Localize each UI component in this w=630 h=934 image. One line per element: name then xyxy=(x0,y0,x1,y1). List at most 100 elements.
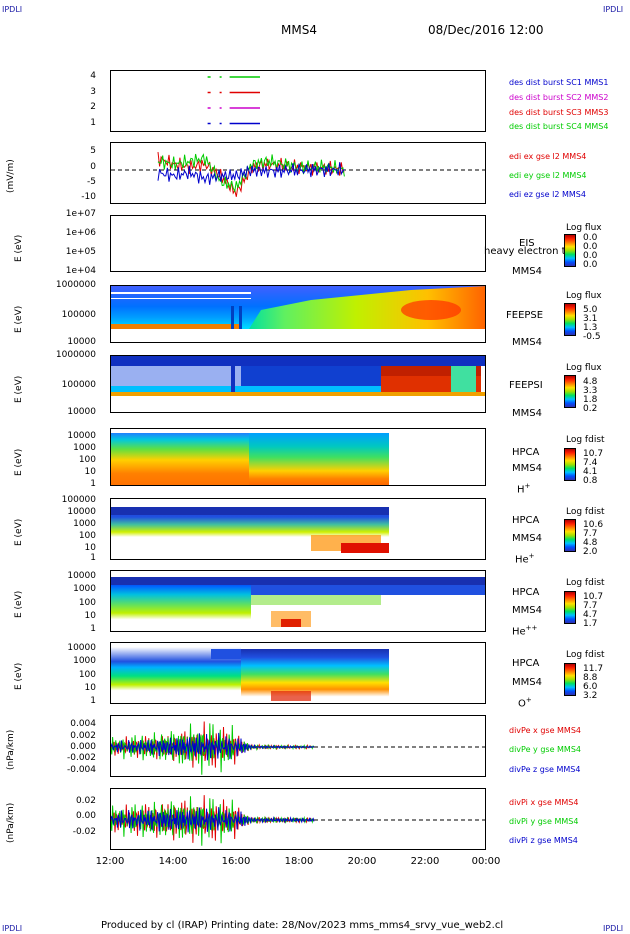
hpca-o-cb-val: 6.0 xyxy=(583,682,598,692)
divpe-ytick: 0.002 xyxy=(70,731,96,741)
divpi-legend-y: divPi y gse MMS4 xyxy=(509,817,579,826)
species-charge: + xyxy=(525,696,532,704)
burst-ytick: 3 xyxy=(90,87,96,97)
hpca-he-colorbar xyxy=(564,519,576,552)
hpca-h-colorbar xyxy=(564,448,576,481)
hpca-o-cb-val: 3.2 xyxy=(583,691,598,701)
efield-series-line xyxy=(157,162,345,185)
feepse-panel xyxy=(110,285,486,343)
hpca-h-ytick: 100 xyxy=(78,455,96,465)
hpca-h-ylabel: E (eV) xyxy=(14,448,24,476)
feepsi-cb-val: 1.8 xyxy=(583,395,598,405)
hpca-o-cb-val: 8.8 xyxy=(583,673,598,683)
hpca-o-spacecraft: MMS4 xyxy=(512,677,542,688)
hpca-h-ytick: 1 xyxy=(90,479,96,489)
divpi-ytick: -0.02 xyxy=(72,827,96,837)
hpca-he-cb-val: 7.7 xyxy=(583,529,598,539)
eis-cb-val: 0.0 xyxy=(583,242,598,252)
hpca-hepp-ytick: 100 xyxy=(78,598,96,608)
feepsi-cb-val: 3.3 xyxy=(583,386,598,396)
hpca-h-ytick: 10000 xyxy=(67,431,96,441)
eis-ytick: 1e+05 xyxy=(65,247,96,257)
divpe-legend-y: divPe y gse MMS4 xyxy=(509,745,581,754)
divpi-series-line xyxy=(111,795,315,843)
hpca-hepp-cb-title: Log fdist xyxy=(566,578,605,588)
hpca-o-ytick: 100 xyxy=(78,670,96,680)
feepse-spacecraft: MMS4 xyxy=(512,337,542,348)
feepse-cb-val: 3.1 xyxy=(583,314,598,324)
hpca-he-panel xyxy=(110,498,486,560)
feepse-ytick: 100000 xyxy=(61,310,96,320)
hpca-he-ytick: 1000 xyxy=(73,519,96,529)
corner-label-tr: IPDLI xyxy=(603,5,624,14)
feepsi-cb-val: 4.8 xyxy=(583,377,598,387)
divpe-ytick: -0.002 xyxy=(66,753,96,763)
divpe-legend-x: divPe x gse MMS4 xyxy=(509,726,581,735)
divpe-series-line xyxy=(111,732,315,761)
divpe-ylabel: (nPa/km) xyxy=(6,729,16,770)
corner-label-tl: IPDLI xyxy=(2,5,23,14)
eis-spacecraft: MMS4 xyxy=(512,266,542,277)
hpca-h-spacecraft: MMS4 xyxy=(512,463,542,474)
hpca-o-cb-title: Log fdist xyxy=(566,650,605,660)
divpi-panel xyxy=(110,788,486,850)
divpi-plot xyxy=(111,795,485,846)
hpca-hepp-panel xyxy=(110,570,486,632)
hpca-o-spectrogram xyxy=(111,643,485,703)
efield-ytick: -10 xyxy=(81,192,96,202)
feepse-instrument: FEEPSE xyxy=(506,310,544,321)
corner-label-bl: IPDLI xyxy=(2,924,23,933)
hpca-o-species: O+ xyxy=(518,696,532,709)
burst-panel xyxy=(110,70,486,132)
efield-ytick: -5 xyxy=(87,177,96,187)
divpe-ytick: 0.004 xyxy=(70,719,96,729)
hpca-o-ytick: 10 xyxy=(84,683,96,693)
hpca-o-colorbar xyxy=(564,663,576,696)
divpe-ytick: 0.000 xyxy=(70,742,96,752)
divpi-series-line xyxy=(111,807,315,833)
hpca-hepp-spectrogram xyxy=(111,571,485,631)
hpca-h-instrument: HPCA xyxy=(512,447,540,458)
hpca-h-panel xyxy=(110,428,486,486)
hpca-h-cb-val: 10.7 xyxy=(583,449,604,459)
hpca-o-ytick: 10000 xyxy=(67,643,96,653)
hpca-hepp-ylabel: E (eV) xyxy=(14,590,24,618)
eis-cb-val: 0.0 xyxy=(583,233,598,243)
burst-ytick: 2 xyxy=(90,102,96,112)
hpca-hepp-spacecraft: MMS4 xyxy=(512,605,542,616)
hpca-hepp-ytick: 10000 xyxy=(67,571,96,581)
eis-cb-title: Log flux xyxy=(566,223,602,233)
hpca-he-ytick: 1 xyxy=(90,553,96,563)
burst-ytick: 4 xyxy=(90,71,96,81)
hpca-o-cb-val: 11.7 xyxy=(583,664,604,674)
x-tick: 16:00 xyxy=(221,856,251,867)
burst-legend-sc4: des dist burst SC4 MMS4 xyxy=(509,122,609,131)
hpca-h-cb-val: 0.8 xyxy=(583,476,598,486)
feepsi-ytick: 10000 xyxy=(67,407,96,417)
hpca-he-spacecraft: MMS4 xyxy=(512,533,542,544)
divpi-ytick: 0.02 xyxy=(75,796,96,806)
efield-legend-y: edi ey gse l2 MMS4 xyxy=(509,171,587,180)
feepsi-ytick: 100000 xyxy=(61,380,96,390)
corner-label-br: IPDLI xyxy=(603,924,624,933)
divpe-panel xyxy=(110,715,486,777)
hpca-he-ytick: 10000 xyxy=(67,507,96,517)
x-tick: 14:00 xyxy=(158,856,188,867)
feepse-colorbar xyxy=(564,303,576,336)
divpi-legend-x: divPi x gse MMS4 xyxy=(509,798,579,807)
feepse-spectrogram xyxy=(111,286,485,342)
feepse-ytick: 10000 xyxy=(67,337,96,347)
hpca-he-cb-val: 2.0 xyxy=(583,547,598,557)
feepse-ylabel: E (eV) xyxy=(14,305,24,333)
eis-ytick: 1e+06 xyxy=(65,228,96,238)
efield-ylabel: (mV/m) xyxy=(6,159,16,193)
footer-text: Produced by cl (IRAP) Printing date: 28/… xyxy=(101,920,504,931)
divpe-plot xyxy=(111,721,485,775)
species-name: He xyxy=(512,626,526,638)
hpca-h-cb-title: Log fdist xyxy=(566,435,605,445)
hpca-o-instrument: HPCA xyxy=(512,658,540,669)
feepsi-ylabel: E (eV) xyxy=(14,375,24,403)
hpca-h-ytick: 10 xyxy=(84,467,96,477)
species-name: H xyxy=(517,484,525,496)
page-title: MMS4 xyxy=(281,23,317,37)
